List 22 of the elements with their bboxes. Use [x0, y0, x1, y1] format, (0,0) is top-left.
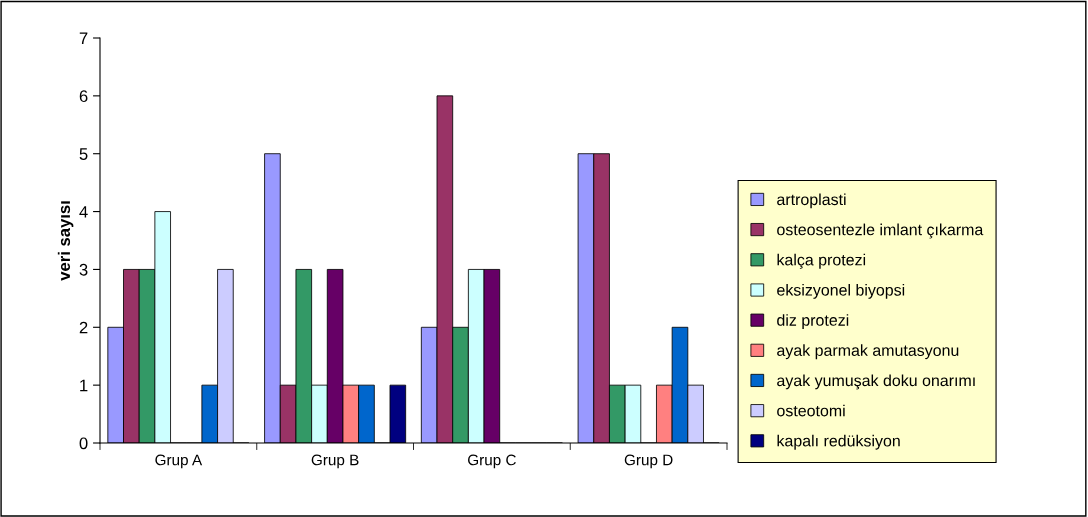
legend-label: osteosentezle imlant çıkarma	[777, 223, 984, 239]
legend-label: kapalı redüksiyon	[777, 434, 900, 450]
legend-label: osteotomi	[777, 404, 845, 417]
legend-label: artroplasti	[777, 193, 846, 209]
legend-label: diz protezi	[777, 314, 849, 330]
y-tick-label: 0	[79, 437, 88, 450]
x-tick-label: Grup D	[624, 454, 673, 469]
x-tick-label: Grup A	[155, 454, 203, 469]
x-tick-label: Grup C	[468, 454, 516, 469]
y-tick-label: 1	[80, 379, 88, 392]
legend-label: ayak parmak amutasyonu	[777, 344, 959, 360]
y-tick-label: 6	[79, 90, 88, 103]
legend-label: eksizyonel biyopsi	[777, 283, 905, 299]
y-tick-label: 3	[79, 263, 88, 276]
y-tick-label: 2	[79, 321, 88, 334]
y-tick-label: 7	[79, 32, 88, 45]
legend-label: ayak yumuşak doku onarımı	[777, 374, 975, 390]
x-tick-label: Grup B	[311, 454, 359, 469]
legend-label: kalça protezi	[777, 253, 866, 269]
y-tick-label: 5	[79, 148, 88, 160]
y-axis-title: veri sayısı	[57, 201, 74, 281]
y-tick-label: 4	[79, 206, 88, 218]
